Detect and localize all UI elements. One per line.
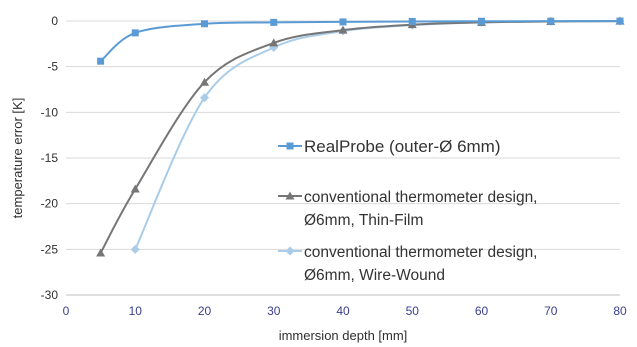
- y-tick-label: -10: [41, 105, 59, 119]
- x-tick-label: 20: [198, 304, 212, 318]
- x-tick-label: 10: [129, 304, 143, 318]
- x-tick-label: 0: [63, 304, 70, 318]
- legend-label: conventional thermometer design,: [304, 189, 538, 206]
- series-0: [97, 17, 624, 65]
- data-point: [131, 29, 139, 37]
- legend-label: conventional thermometer design,: [304, 244, 538, 261]
- data-point: [96, 248, 106, 257]
- gridlines: [66, 20, 620, 296]
- x-tick-label: 60: [475, 304, 489, 318]
- x-tick-label: 30: [267, 304, 281, 318]
- x-tick-label: 40: [336, 304, 350, 318]
- data-point: [408, 17, 416, 25]
- data-point: [339, 18, 347, 26]
- legend-label: Ø6mm, Thin-Film: [304, 212, 423, 229]
- legend: RealProbe (outer-Ø 6mm) conventional ther…: [278, 137, 538, 284]
- y-tick-label: -30: [41, 288, 59, 302]
- legend-label: RealProbe (outer-Ø 6mm): [304, 137, 501, 156]
- legend-item: RealProbe (outer-Ø 6mm): [278, 137, 501, 156]
- x-tick-label: 50: [406, 304, 420, 318]
- data-point: [130, 184, 140, 193]
- data-point: [200, 77, 209, 86]
- y-tick-labels: 0 -5 -10 -15 -20 -25 -30: [41, 14, 59, 302]
- legend-swatch-marker: [285, 246, 295, 256]
- legend-item: conventional thermometer design, Ø6mm, Wi…: [278, 244, 538, 284]
- data-point: [547, 17, 555, 25]
- x-tick-labels: 0 10 20 30 40 50 60 70 80: [63, 304, 627, 318]
- data-point: [269, 38, 279, 47]
- data-point: [200, 93, 209, 103]
- y-tick-label: -25: [41, 242, 59, 256]
- data-point: [97, 57, 105, 65]
- series-line: [99, 20, 621, 62]
- y-tick-label: 0: [51, 14, 58, 28]
- legend-swatch-marker: [286, 142, 294, 150]
- data-point: [478, 17, 485, 25]
- x-tick-label: 70: [544, 304, 558, 318]
- legend-label: Ø6mm, Wire-Wound: [304, 267, 445, 284]
- y-tick-label: -20: [41, 197, 59, 211]
- legend-item: conventional thermometer design, Ø6mm, Th…: [278, 189, 538, 229]
- y-tick-label: -15: [41, 151, 59, 165]
- data-point: [270, 18, 278, 26]
- legend-swatch-marker: [285, 191, 295, 200]
- series-layer: [96, 16, 625, 257]
- x-axis-label: immersion depth [mm]: [279, 328, 408, 343]
- data-point: [130, 244, 140, 254]
- data-point: [616, 17, 624, 25]
- y-axis-label: temperature error [K]: [10, 98, 25, 219]
- data-point: [338, 25, 348, 34]
- y-tick-label: -5: [47, 60, 58, 74]
- data-point: [201, 20, 208, 28]
- x-tick-label: 80: [613, 304, 627, 318]
